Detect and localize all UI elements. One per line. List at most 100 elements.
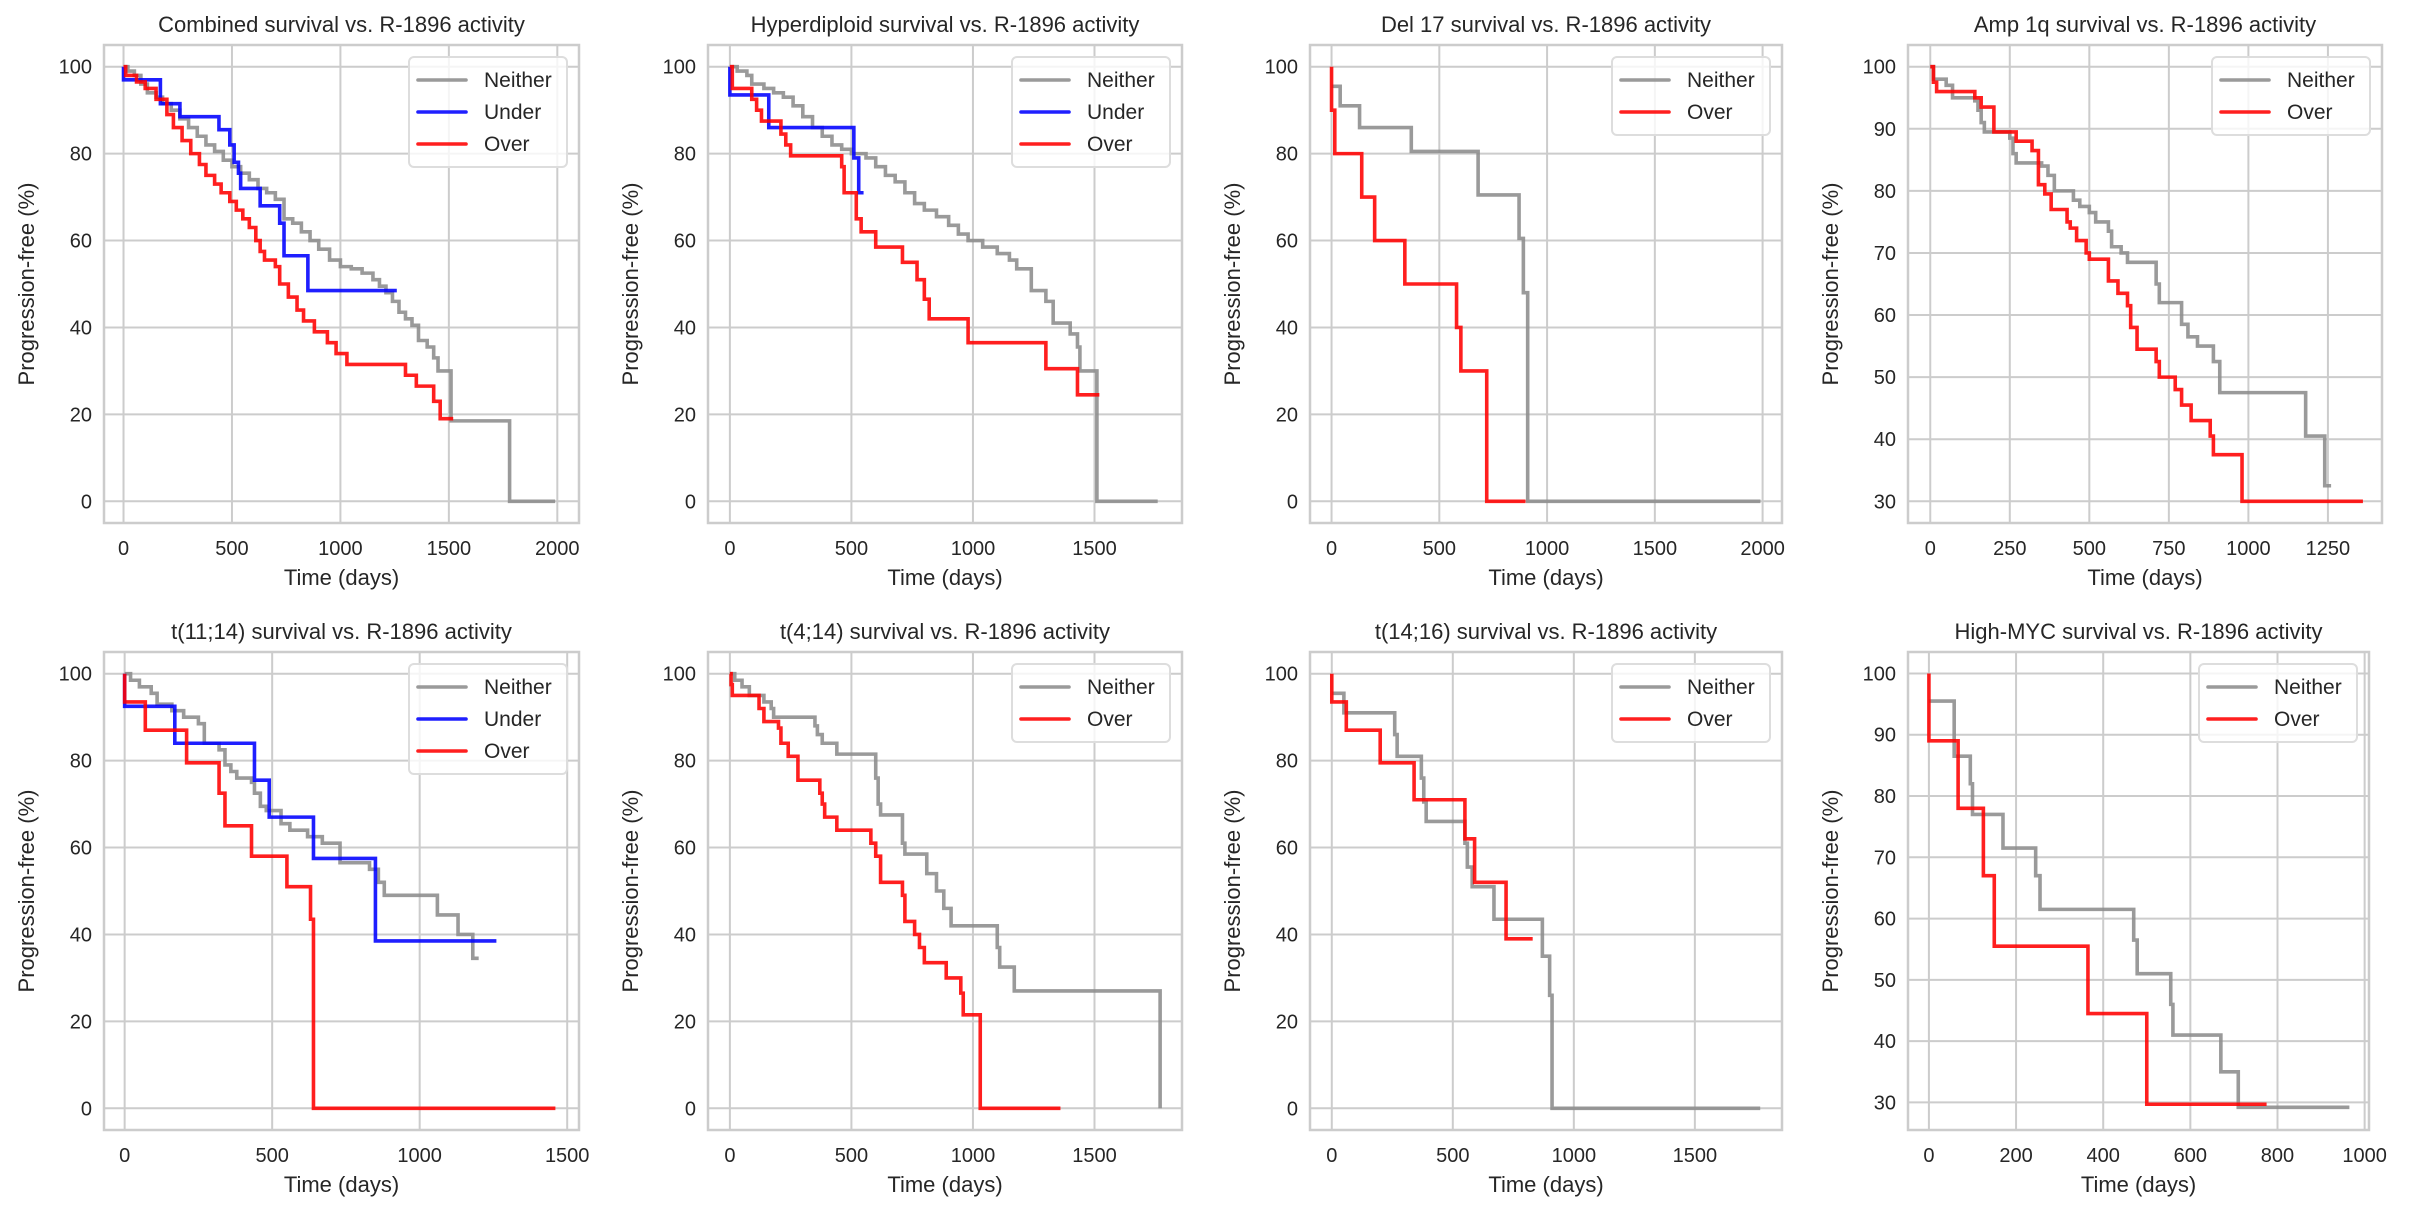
legend-box — [408, 663, 568, 775]
y-tick-label: 80 — [674, 751, 696, 773]
y-tick-label: 20 — [1276, 404, 1298, 426]
y-axis-label: Progression-free (%) — [618, 183, 643, 386]
y-tick-label: 60 — [70, 838, 92, 860]
y-tick-label: 80 — [674, 144, 696, 166]
x-tick-label: 0 — [724, 538, 735, 560]
x-tick-label: 1500 — [1633, 538, 1678, 560]
x-axis-label: Time (days) — [284, 565, 399, 590]
x-axis-label: Time (days) — [887, 565, 1002, 590]
y-tick-label: 100 — [663, 664, 696, 686]
series-line-neither — [123, 64, 556, 504]
x-tick-label: 0 — [1326, 1145, 1337, 1167]
legend: Neither Over — [1011, 663, 1171, 743]
legend: Neither Over — [2211, 56, 2371, 136]
series-line-over — [122, 673, 556, 1111]
legend-label-neither: Neither — [2274, 676, 2342, 699]
legend-box — [1011, 663, 1171, 743]
y-tick-label: 0 — [81, 491, 92, 513]
x-axis-label: Time (days) — [2087, 565, 2202, 590]
legend-label-neither: Neither — [1687, 69, 1755, 92]
x-axis-label: Time (days) — [1488, 1172, 1603, 1197]
series-line-under — [121, 66, 397, 293]
y-tick-label: 70 — [1874, 847, 1896, 869]
legend: Neither Over — [1611, 56, 1771, 136]
y-tick-label: 40 — [1874, 1031, 1896, 1053]
x-tick-label: 1250 — [2306, 538, 2351, 560]
y-tick-label: 80 — [70, 144, 92, 166]
y-tick-label: 30 — [1874, 491, 1896, 513]
legend-label-over: Over — [2287, 101, 2333, 124]
y-axis-label: Progression-free (%) — [618, 790, 643, 993]
axes-frame — [102, 650, 581, 1132]
x-tick-label: 500 — [215, 538, 248, 560]
y-axis-label: Progression-free (%) — [1220, 790, 1245, 993]
y-tick-label: 40 — [1874, 429, 1896, 451]
y-tick-label: 50 — [1874, 367, 1896, 389]
y-tick-label: 40 — [70, 924, 92, 946]
x-tick-label: 500 — [2073, 538, 2106, 560]
axes-frame — [706, 650, 1184, 1132]
legend-label-neither: Neither — [2287, 69, 2355, 92]
x-tick-label: 200 — [1999, 1145, 2032, 1167]
x-tick-label: 2000 — [535, 538, 580, 560]
x-tick-label: 1500 — [1072, 1145, 1117, 1167]
legend-label-under: Under — [484, 708, 541, 731]
series-line-over — [1329, 673, 1533, 941]
y-tick-label: 0 — [1287, 491, 1298, 513]
chart-title: t(11;14) survival vs. R-1896 activity — [171, 619, 512, 644]
y-tick-label: 100 — [1863, 57, 1896, 79]
axes-frame — [1308, 43, 1784, 525]
axes-frame — [1308, 650, 1784, 1132]
x-tick-label: 1000 — [1525, 538, 1570, 560]
x-tick-label: 500 — [1423, 538, 1456, 560]
series-line-over — [729, 671, 1061, 1111]
legend-box — [1611, 663, 1771, 743]
series-line-neither — [1928, 699, 2350, 1110]
axes-frame — [706, 43, 1184, 525]
y-tick-label: 60 — [674, 231, 696, 253]
legend-label-over: Over — [1087, 133, 1133, 156]
legend-label-over: Over — [1687, 101, 1733, 124]
y-tick-label: 60 — [1874, 909, 1896, 931]
chart-title: High-MYC survival vs. R-1896 activity — [1955, 619, 2323, 644]
y-tick-label: 0 — [81, 1098, 92, 1120]
y-tick-label: 90 — [1874, 119, 1896, 141]
chart-panel-8: 0 200 400 600 800 1000 30 40 50 60 70 80 90 100 High-M… — [1818, 619, 2387, 1197]
chart-title: Combined survival vs. R-1896 activity — [158, 12, 525, 37]
y-tick-label: 60 — [1276, 231, 1298, 253]
legend: Neither Under Over — [1011, 56, 1171, 168]
y-axis-label: Progression-free (%) — [1818, 183, 1843, 386]
x-tick-label: 250 — [1993, 538, 2026, 560]
chart-title: t(4;14) survival vs. R-1896 activity — [780, 619, 1110, 644]
y-tick-label: 40 — [1276, 924, 1298, 946]
x-axis-label: Time (days) — [1488, 565, 1603, 590]
x-tick-label: 1000 — [397, 1145, 442, 1167]
legend-label-over: Over — [484, 133, 530, 156]
y-tick-label: 20 — [674, 404, 696, 426]
series-line-neither — [1331, 84, 1761, 504]
chart-panel-6: 0 500 1000 1500 0 20 40 60 80 100 t(4;14) survival… — [618, 619, 1184, 1197]
y-tick-label: 80 — [1874, 786, 1896, 808]
legend: Neither Over — [1611, 663, 1771, 743]
legend-label-over: Over — [1087, 708, 1133, 731]
x-tick-label: 600 — [2174, 1145, 2207, 1167]
chart-panel-1: 0 500 1000 1500 2000 0 20 40 60 80 100 Combined sur… — [14, 12, 581, 590]
x-tick-label: 2000 — [1740, 538, 1785, 560]
y-tick-label: 80 — [70, 751, 92, 773]
chart-title: Hyperdiploid survival vs. R-1896 activit… — [751, 12, 1140, 37]
x-tick-label: 400 — [2087, 1145, 2120, 1167]
legend-box — [408, 56, 568, 168]
x-tick-label: 0 — [118, 538, 129, 560]
series-line-neither — [729, 64, 1158, 504]
legend-box — [1011, 56, 1171, 168]
series-line-over — [1329, 66, 1526, 504]
y-tick-label: 70 — [1874, 243, 1896, 265]
axes-frame — [102, 43, 581, 525]
axes-frame — [1906, 43, 2384, 525]
y-tick-label: 100 — [1863, 663, 1896, 685]
series-line-over — [1930, 64, 2363, 504]
y-axis-label: Progression-free (%) — [1818, 790, 1843, 993]
y-tick-label: 20 — [70, 1011, 92, 1033]
series-line-neither — [1331, 691, 1761, 1111]
